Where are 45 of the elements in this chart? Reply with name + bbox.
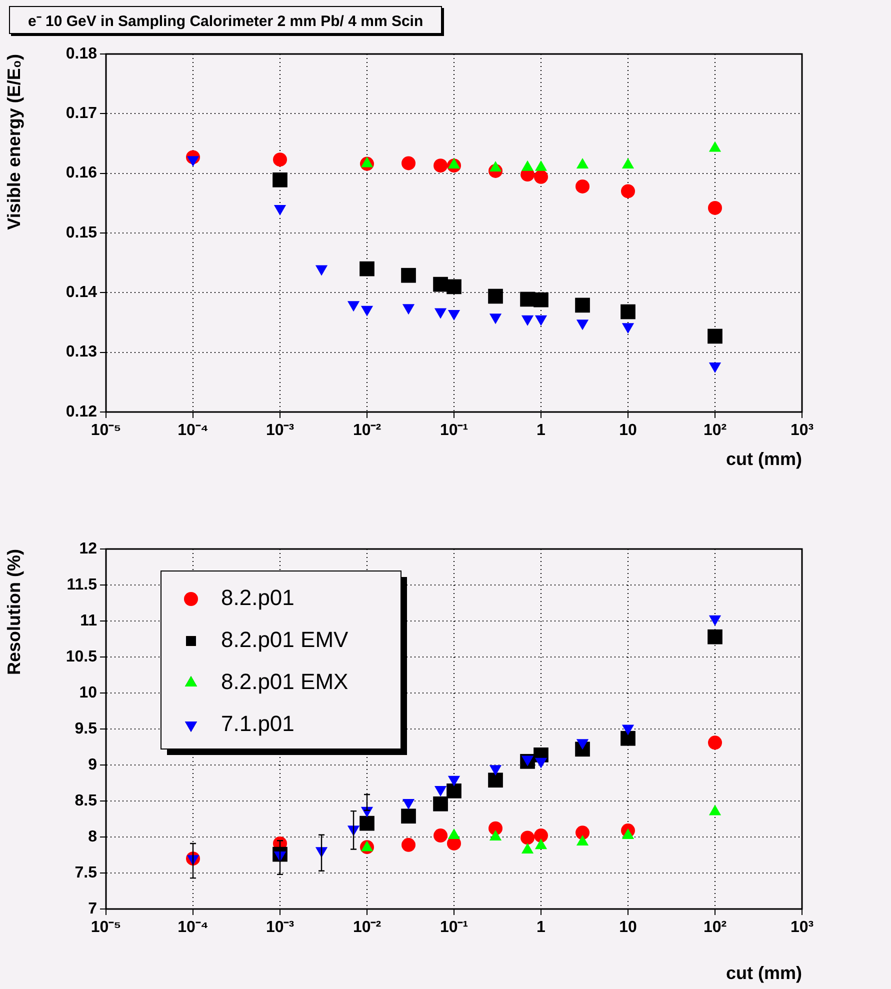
chart-title: e⁻ 10 GeV in Sampling Calorimeter 2 mm Pb/ 4 mm Scin: [9, 6, 442, 34]
y-tick-label: 0.17: [66, 105, 98, 122]
x-tick-label: 10²: [703, 919, 727, 936]
x-tick-label: 1: [536, 919, 546, 936]
y-tick-label: 9.5: [74, 720, 98, 738]
y-tick-label: 10.5: [66, 648, 98, 666]
y-tick-label: 0.14: [66, 284, 98, 302]
legend-label: 8.2.p01 EMX: [221, 669, 349, 694]
y-tick-label: 0.12: [66, 403, 98, 420]
y-tick-label: 7: [88, 900, 98, 918]
x-tick-label: 10⁻⁴: [178, 422, 208, 440]
legend-label: 8.2.p01 EMV: [221, 627, 349, 652]
x-tick-label: 10: [619, 422, 637, 440]
y-tick-label: 0.16: [66, 164, 98, 182]
x-tick-label: 10⁻⁵: [90, 422, 122, 440]
y-tick-label: 0.18: [66, 45, 98, 62]
x-axis-title: cut (mm): [726, 449, 802, 470]
x-tick-label: 10³: [790, 422, 814, 440]
x-tick-label: 10³: [790, 919, 814, 936]
x-axis-title: cut (mm): [726, 963, 802, 984]
y-axis-title: Resolution (%): [4, 549, 24, 675]
y-tick-label: 7.5: [74, 864, 98, 882]
x-tick-label: 10: [619, 919, 637, 936]
legend-label: 8.2.p01: [221, 585, 294, 610]
x-tick-label: 10⁻¹: [440, 919, 468, 936]
x-tick-label: 10⁻¹: [440, 422, 468, 440]
y-tick-label: 11: [80, 612, 98, 630]
x-tick-label: 1: [536, 422, 546, 440]
y-tick-label: 11.5: [66, 576, 98, 594]
x-tick-label: 10⁻³: [266, 919, 294, 936]
x-tick-label: 10⁻³: [266, 422, 294, 440]
y-tick-label: 12: [79, 540, 98, 558]
x-tick-label: 10⁻²: [352, 422, 382, 440]
x-tick-label: 10⁻⁵: [90, 919, 122, 936]
y-tick-label: 0.15: [66, 224, 98, 242]
legend-label: 7.1.p01: [221, 711, 294, 736]
y-tick-label: 10: [79, 684, 98, 702]
x-tick-label: 10²: [703, 422, 727, 440]
y-tick-label: 9: [88, 756, 98, 774]
x-tick-label: 10⁻²: [352, 919, 382, 936]
y-tick-label: 8.5: [74, 792, 98, 810]
y-tick-label: 8: [88, 828, 98, 846]
y-tick-label: 0.13: [66, 344, 98, 361]
y-axis-title: Visible energy (E/E₀): [4, 54, 24, 230]
x-tick-label: 10⁻⁴: [178, 919, 208, 936]
